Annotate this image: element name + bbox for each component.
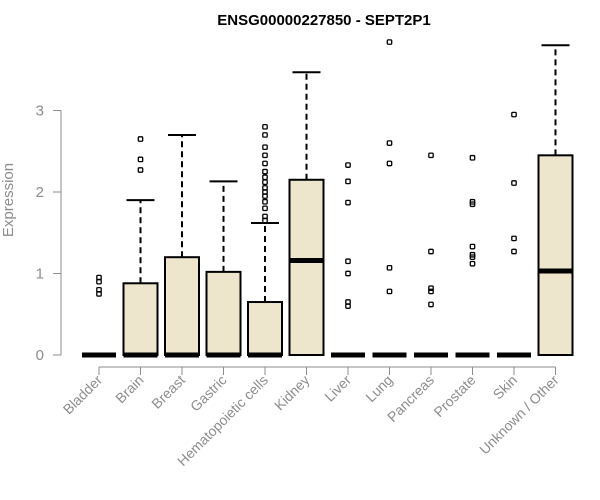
box-hematopoietic-cells [247,123,283,358]
outlier-point [386,140,393,146]
iqr-box [205,270,242,356]
outlier-point [137,136,144,142]
outlier-point [386,288,393,295]
box-prostate [455,154,490,358]
box-pancreas [414,152,448,358]
y-axis: 0 1 2 3 [36,103,62,364]
box-kidney [288,71,325,356]
outlier-point [469,243,476,250]
box-brain [122,136,159,358]
outlier-point [262,152,268,159]
outlier-point [262,168,268,175]
outlier-point [345,199,351,206]
box-skin [497,111,531,358]
outlier-point [262,198,268,205]
x-tick-label: Breast [148,372,188,412]
y-tick-label: 3 [36,103,44,120]
outlier-point [511,180,517,186]
x-tick-label: Brain [112,372,146,406]
x-tick-label: Skin [490,372,521,403]
outlier-point [428,152,434,159]
outlier-point [262,205,268,212]
outlier-point [511,111,517,118]
iqr-box [247,301,283,356]
outlier-point [262,132,268,138]
outlier-point [262,123,268,130]
outlier-point [262,160,268,167]
y-tick-label: 0 [36,347,44,364]
outlier-point [345,162,351,168]
x-tick-label: Kidney [271,372,313,414]
outlier-point [345,258,351,265]
outlier-point [511,248,517,255]
box-unknown-other [537,44,574,356]
outlier-point [469,154,476,161]
x-tick-label: Lung [362,372,395,405]
outlier-point [511,235,517,242]
outlier-point [96,274,102,281]
outlier-point [469,251,476,258]
outlier-point [386,264,393,271]
x-tick-label: Prostate [430,372,478,420]
outlier-point [345,299,351,305]
y-tick-label: 1 [36,266,44,283]
outlier-point [386,160,393,167]
outlier-point [386,39,393,45]
x-tick-label: Bladder [60,372,106,418]
outlier-point [262,144,268,151]
box-breast [164,133,200,358]
y-tick-label: 2 [36,184,44,201]
outlier-point [262,174,268,181]
x-tick-label: Unknown / Other [476,372,562,458]
y-axis-label: Expression [0,163,17,237]
outlier-point [428,288,434,295]
outlier-point [96,286,102,293]
box-lung [372,39,407,358]
boxes-group [82,39,574,358]
outlier-point [428,285,434,292]
outlier-point [345,270,351,277]
box-gastric [205,180,242,358]
outlier-point [262,179,268,186]
box-bladder [82,274,116,358]
outlier-point [428,248,434,255]
outlier-point [137,156,144,163]
outlier-point [469,198,476,205]
outlier-point [262,185,268,191]
iqr-box [164,256,200,357]
iqr-box [122,282,159,356]
box-liver [331,162,365,358]
outlier-point [262,213,268,220]
x-tick-label: Liver [321,372,354,405]
outlier-point [345,178,351,185]
iqr-box [537,154,574,356]
outlier-point [469,260,476,267]
chart-title: ENSG00000227850 - SEPT2P1 [217,12,430,29]
outlier-point [137,167,144,173]
outlier-point [428,301,434,308]
iqr-box [288,178,325,356]
